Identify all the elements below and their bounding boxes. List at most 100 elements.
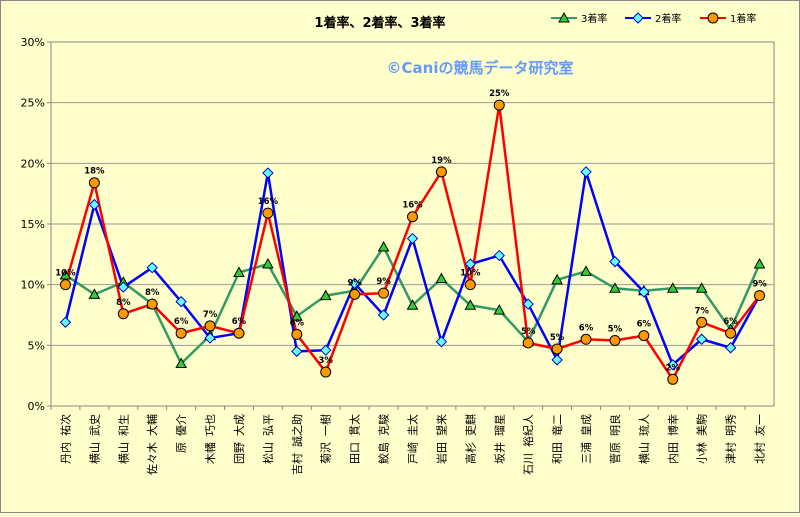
data-label: 5% bbox=[608, 324, 623, 334]
data-point-3着率 bbox=[377, 241, 390, 252]
data-point-2着率 bbox=[146, 261, 158, 274]
data-point-2着率 bbox=[551, 354, 563, 366]
legend-label: 1着率 bbox=[730, 12, 756, 25]
data-point-2着率 bbox=[695, 333, 708, 345]
x-tick-label: 横山琉人 bbox=[637, 414, 651, 464]
legend-marker bbox=[558, 11, 570, 23]
data-label: 7% bbox=[203, 310, 218, 320]
data-point-3着率 bbox=[580, 265, 592, 276]
x-tick-label: 田口貫太 bbox=[349, 414, 362, 464]
data-label: 5% bbox=[521, 327, 536, 337]
data-label: 5% bbox=[550, 333, 565, 343]
data-point-1着率 bbox=[464, 279, 476, 291]
legend-label: 3着率 bbox=[581, 12, 607, 25]
legend-marker bbox=[632, 12, 644, 24]
data-point-3着率 bbox=[435, 272, 448, 284]
data-label: 6% bbox=[723, 317, 738, 327]
data-point-2着率 bbox=[377, 309, 390, 321]
data-point-2着率 bbox=[175, 295, 187, 308]
data-label: 9% bbox=[376, 277, 391, 287]
data-point-2着率 bbox=[464, 258, 477, 270]
y-tick-label: 30% bbox=[21, 36, 45, 49]
data-point-2着率 bbox=[406, 232, 419, 245]
data-point-3着率 bbox=[233, 266, 245, 278]
x-tick-label: 岩田望来 bbox=[434, 414, 448, 464]
x-tick-label: 丹内祐次 bbox=[58, 414, 72, 464]
data-point-2着率 bbox=[667, 359, 679, 371]
x-tick-label: 佐々木大輔 bbox=[145, 414, 159, 475]
data-point-1着率 bbox=[638, 330, 650, 342]
legend-marker bbox=[707, 12, 719, 24]
data-point-2着率 bbox=[435, 335, 448, 348]
data-label: 8% bbox=[116, 298, 131, 308]
data-point-1着率 bbox=[609, 334, 621, 346]
data-label: 16% bbox=[258, 197, 279, 207]
data-point-1着率 bbox=[407, 211, 418, 223]
data-point-1着率 bbox=[435, 166, 447, 178]
x-tick-label: 石川裕紀人 bbox=[522, 414, 535, 475]
data-point-1着率 bbox=[754, 290, 766, 302]
data-point-1着率 bbox=[696, 316, 708, 328]
data-label: 10% bbox=[55, 269, 76, 279]
chart-title: 1着率、2着率、3着率 bbox=[314, 15, 445, 31]
data-label: 7% bbox=[694, 306, 709, 316]
x-tick-label: 吉村誠之助 bbox=[290, 414, 304, 475]
x-tick-label: 横山武史 bbox=[87, 414, 101, 464]
x-tick-label: 菊沢一樹 bbox=[319, 414, 333, 464]
data-point-2着率 bbox=[638, 286, 650, 298]
data-point-1着率 bbox=[204, 320, 216, 332]
x-tick-label: 戸崎圭太 bbox=[406, 414, 420, 464]
x-tick-label: 和田竜二 bbox=[550, 414, 564, 464]
data-point-3着率 bbox=[464, 299, 477, 310]
data-point-1着率 bbox=[262, 207, 274, 219]
data-point-2着率 bbox=[348, 277, 361, 290]
data-point-1着率 bbox=[117, 308, 129, 320]
data-point-2着率 bbox=[493, 249, 505, 262]
data-point-1着率 bbox=[320, 366, 332, 378]
x-tick-label: 坂井瑠星 bbox=[492, 414, 506, 464]
data-point-3着率 bbox=[406, 299, 419, 310]
data-label: 18% bbox=[84, 167, 105, 177]
data-label: 9% bbox=[752, 280, 767, 290]
data-point-1着率 bbox=[580, 333, 592, 345]
x-tick-label: 高杉吏麒 bbox=[463, 414, 477, 464]
y-axis: 0% 5% 10% 15% 20% 25% 30% bbox=[21, 36, 51, 413]
data-point-3着率 bbox=[290, 310, 303, 321]
data-label: 6% bbox=[290, 318, 305, 328]
data-label: 25% bbox=[489, 89, 510, 99]
x-tick-label: 北村友一 bbox=[753, 414, 767, 464]
data-point-3着率 bbox=[666, 282, 679, 293]
data-point-2着率 bbox=[117, 281, 130, 293]
data-label: 6% bbox=[579, 323, 594, 333]
x-tick-label: 原優介 bbox=[175, 414, 188, 453]
data-point-3着率 bbox=[695, 282, 708, 293]
data-point-3着率 bbox=[493, 304, 506, 315]
data-label: 3% bbox=[319, 356, 334, 366]
data-point-1着率 bbox=[59, 279, 71, 291]
x-tick-label: 横山和生 bbox=[116, 414, 130, 464]
x-axis: 丹内祐次 横山武史 横山和生 佐々木大輔 原優介 木幡巧也 団野大成 松山弘平 吉村誠之助 菊沢一… bbox=[50, 406, 767, 475]
data-point-1着率 bbox=[378, 287, 390, 299]
x-tick-label: 菅原明良 bbox=[608, 414, 622, 464]
data-point-1着率 bbox=[233, 327, 245, 339]
data-point-1着率 bbox=[291, 328, 303, 340]
data-point-1着率 bbox=[522, 337, 534, 349]
y-tick-label: 25% bbox=[21, 97, 45, 110]
x-tick-label: 松山弘平 bbox=[261, 414, 275, 464]
data-point-3着率 bbox=[753, 258, 766, 269]
y-tick-label: 20% bbox=[21, 157, 45, 170]
data-point-2着率 bbox=[291, 345, 303, 358]
data-point-2着率 bbox=[522, 298, 534, 310]
y-tick-label: 10% bbox=[21, 279, 45, 292]
data-label: 8% bbox=[145, 288, 160, 298]
data-point-2着率 bbox=[59, 316, 72, 328]
data-point-3着率 bbox=[551, 273, 563, 285]
data-point-2着率 bbox=[320, 344, 332, 356]
data-point-3着率 bbox=[609, 282, 621, 293]
data-point-3着率 bbox=[175, 357, 187, 369]
data-point-2着率 bbox=[262, 167, 274, 179]
data-label: 16% bbox=[402, 201, 423, 211]
data-label: 9% bbox=[347, 278, 362, 288]
data-point-3着率 bbox=[59, 268, 72, 280]
